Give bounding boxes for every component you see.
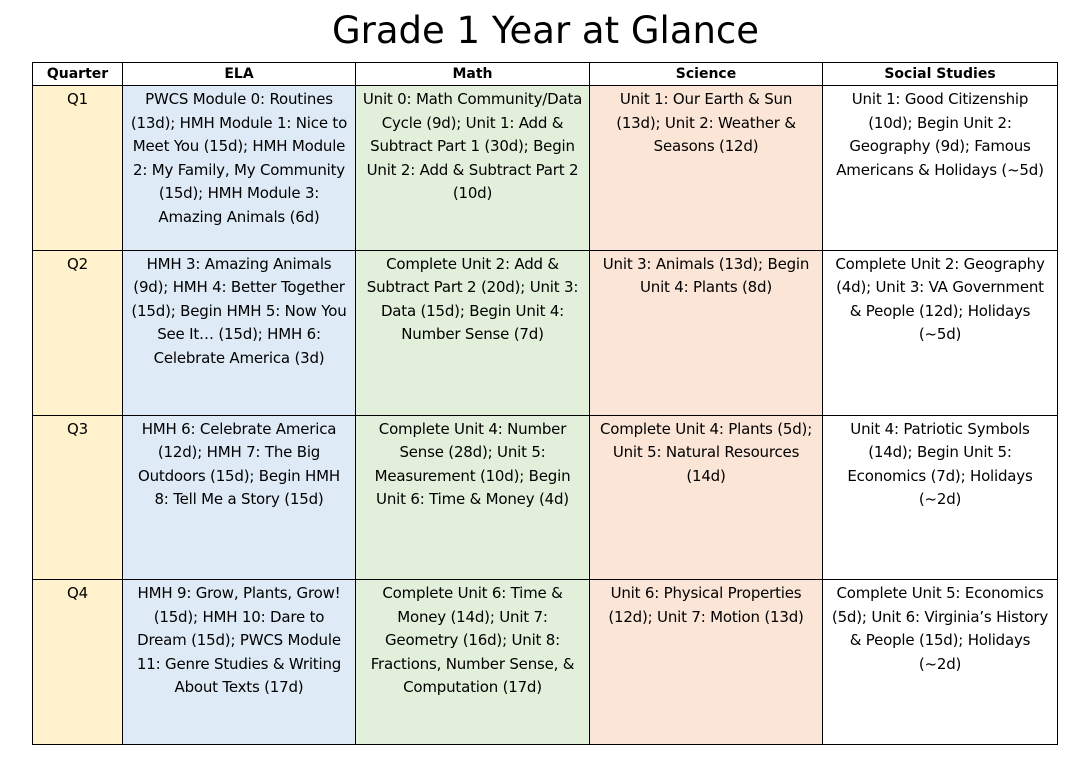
social-studies-cell: Unit 1: Good Citizenship (10d); Begin Un… xyxy=(822,85,1058,251)
table-row: Q3 HMH 6: Celebrate America (12d); HMH 7… xyxy=(32,414,1058,581)
quarter-cell: Q1 xyxy=(32,85,123,251)
math-cell: Complete Unit 2: Add & Subtract Part 2 (… xyxy=(355,249,590,416)
header-quarter: Quarter xyxy=(32,62,123,86)
quarter-cell: Q3 xyxy=(32,414,123,581)
science-cell: Unit 1: Our Earth & Sun (13d); Unit 2: W… xyxy=(589,85,823,251)
header-social-studies: Social Studies xyxy=(822,62,1058,86)
social-studies-cell: Complete Unit 2: Geography (4d); Unit 3:… xyxy=(822,249,1058,416)
ela-cell: HMH 3: Amazing Animals (9d); HMH 4: Bett… xyxy=(122,249,356,416)
math-cell: Unit 0: Math Community/Data Cycle (9d); … xyxy=(355,85,590,251)
quarter-cell: Q4 xyxy=(32,579,123,745)
science-cell: Complete Unit 4: Plants (5d); Unit 5: Na… xyxy=(589,414,823,581)
ela-cell: HMH 9: Grow, Plants, Grow! (15d); HMH 10… xyxy=(122,579,356,745)
quarter-cell: Q2 xyxy=(32,249,123,416)
header-ela: ELA xyxy=(122,62,356,86)
science-cell: Unit 3: Animals (13d); Begin Unit 4: Pla… xyxy=(589,249,823,416)
math-cell: Complete Unit 4: Number Sense (28d); Uni… xyxy=(355,414,590,581)
year-at-glance-table: Quarter ELA Math Science Social Studies … xyxy=(32,62,1058,745)
math-cell: Complete Unit 6: Time & Money (14d); Uni… xyxy=(355,579,590,745)
table-row: Q4 HMH 9: Grow, Plants, Grow! (15d); HMH… xyxy=(32,579,1058,745)
header-row: Quarter ELA Math Science Social Studies xyxy=(32,62,1058,86)
social-studies-cell: Unit 4: Patriotic Symbols (14d); Begin U… xyxy=(822,414,1058,581)
page-title: Grade 1 Year at Glance xyxy=(331,9,760,52)
social-studies-cell: Complete Unit 5: Economics (5d); Unit 6:… xyxy=(822,579,1058,745)
header-science: Science xyxy=(589,62,823,86)
header-math: Math xyxy=(355,62,590,86)
ela-cell: HMH 6: Celebrate America (12d); HMH 7: T… xyxy=(122,414,356,581)
ela-cell: PWCS Module 0: Routines (13d); HMH Modul… xyxy=(122,85,356,251)
science-cell: Unit 6: Physical Properties (12d); Unit … xyxy=(589,579,823,745)
table-row: Q1 PWCS Module 0: Routines (13d); HMH Mo… xyxy=(32,85,1058,251)
table-row: Q2 HMH 3: Amazing Animals (9d); HMH 4: B… xyxy=(32,249,1058,416)
